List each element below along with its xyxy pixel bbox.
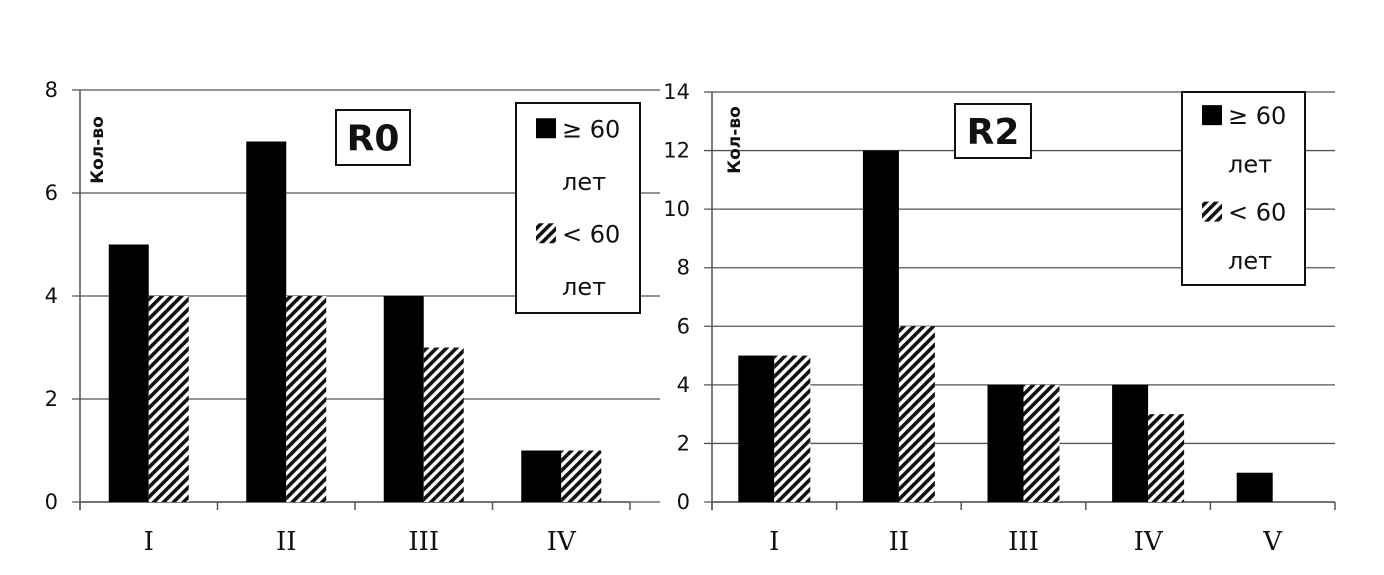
- bar-under-60: [1023, 384, 1060, 502]
- y-tick-label: 4: [677, 373, 690, 397]
- bar-60-plus: [246, 141, 287, 502]
- legend-label-unit: лет: [1228, 247, 1272, 275]
- bar-under-60: [774, 355, 811, 502]
- bar-60-plus: [738, 355, 775, 502]
- bar-under-60: [561, 450, 602, 502]
- y-tick-label: 6: [677, 314, 690, 338]
- x-tick-label: III: [1008, 527, 1039, 557]
- bar-60-plus: [987, 384, 1024, 502]
- y-tick-label: 12: [663, 139, 690, 163]
- y-tick-label: 0: [45, 490, 58, 514]
- legend-swatch-60-plus: [536, 118, 556, 139]
- bar-under-60: [423, 347, 464, 502]
- chart-title: R2: [967, 112, 1020, 153]
- y-axis-label: Кол-во: [725, 106, 745, 174]
- x-tick-label: IV: [547, 527, 577, 557]
- legend-label: ≥ 60: [1228, 102, 1286, 130]
- bar-under-60: [148, 296, 189, 502]
- y-tick-label: 2: [677, 431, 690, 455]
- legend-label-unit: лет: [562, 168, 606, 196]
- bar-60-plus: [108, 244, 149, 502]
- legend: ≥ 60 лет < 60 лет: [515, 102, 641, 314]
- legend: ≥ 60 лет < 60 лет: [1181, 91, 1306, 286]
- bar-under-60: [286, 296, 327, 502]
- legend-swatch-under-60: [1202, 201, 1222, 222]
- bar-60-plus: [1112, 384, 1149, 502]
- legend-label: < 60: [1228, 199, 1286, 227]
- legend-swatch-under-60: [536, 223, 556, 244]
- x-tick-label: I: [144, 527, 154, 557]
- bar-60-plus: [521, 450, 562, 502]
- bar-60-plus: [383, 296, 424, 502]
- x-tick-label: II: [889, 527, 910, 557]
- y-axis-label: Кол-во: [88, 116, 108, 184]
- title-box: [335, 109, 411, 166]
- x-tick-label: III: [408, 527, 439, 557]
- y-tick-label: 10: [663, 197, 690, 221]
- bar-under-60: [1148, 414, 1185, 502]
- legend-label: ≥ 60: [562, 115, 620, 143]
- bar-60-plus: [862, 150, 899, 503]
- y-tick-label: 4: [45, 284, 58, 308]
- y-tick-label: 6: [45, 181, 58, 205]
- legend-label-unit: лет: [562, 273, 606, 301]
- legend-swatch-60-plus: [1202, 105, 1222, 126]
- y-tick-label: 2: [45, 387, 58, 411]
- bar-under-60: [898, 326, 935, 502]
- legend-label: < 60: [562, 220, 620, 248]
- y-tick-label: 8: [45, 78, 58, 102]
- x-tick-label: I: [769, 527, 779, 557]
- x-tick-label: II: [276, 527, 297, 557]
- title-box: [954, 103, 1032, 159]
- x-tick-label: IV: [1134, 527, 1164, 557]
- bar-60-plus: [1236, 472, 1273, 502]
- y-tick-label: 0: [677, 490, 690, 514]
- x-tick-label: V: [1262, 527, 1283, 557]
- y-tick-label: 14: [663, 80, 690, 104]
- chart-title: R0: [347, 119, 400, 160]
- y-tick-label: 8: [677, 256, 690, 280]
- legend-label-unit: лет: [1228, 150, 1272, 178]
